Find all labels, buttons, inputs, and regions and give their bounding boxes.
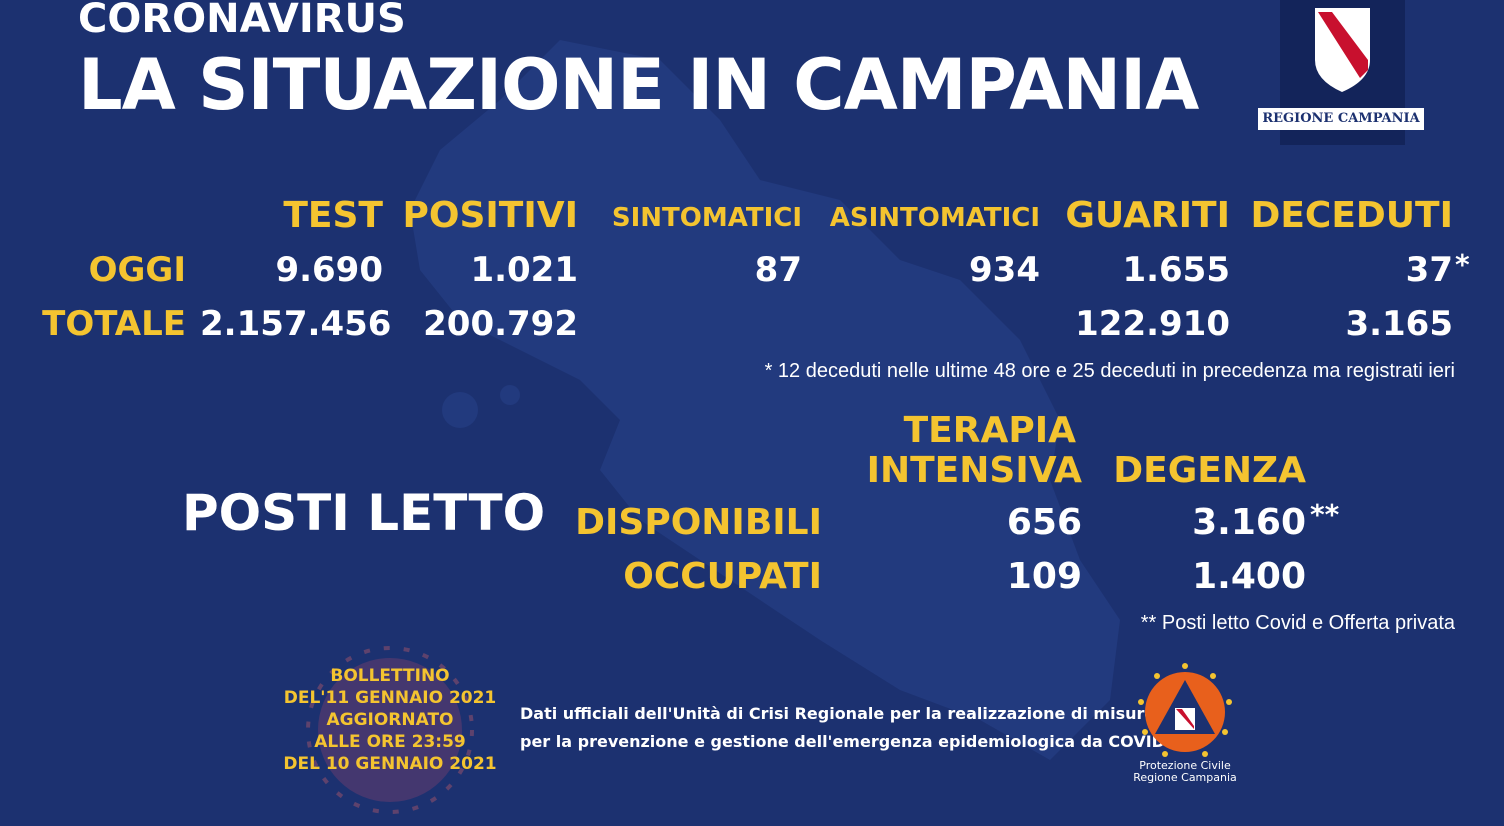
protezione-civile-caption: Protezione Civile Regione Campania — [1110, 760, 1260, 784]
beds-footnote: ** Posti letto Covid e Offerta privata — [1140, 612, 1455, 634]
bulletin-line1: BOLLETTINO — [330, 666, 450, 686]
official-data-note: Dati ufficiali dell'Unità di Crisi Regio… — [520, 700, 1195, 756]
oggi-deceduti: 37 — [1405, 250, 1453, 290]
col-deceduti: DECEDUTI — [1250, 195, 1453, 236]
oggi-test: 9.690 — [275, 250, 383, 290]
virus-icon — [306, 646, 474, 814]
totale-positivi: 200.792 — [423, 304, 578, 344]
disponibili-degenza: 3.160 — [1192, 502, 1306, 543]
logo-caption: REGIONE CAMPANIA — [1258, 108, 1424, 130]
pc-line2: Regione Campania — [1133, 771, 1237, 784]
oggi-positivi: 1.021 — [470, 250, 578, 290]
bulletin-box: BOLLETTINO DEL'11 GENNAIO 2021 AGGIORNAT… — [270, 665, 510, 775]
bulletin-line2: DEL'11 GENNAIO 2021 — [283, 688, 497, 708]
degenza-asterisks: ** — [1310, 498, 1340, 531]
occupati-degenza: 1.400 — [1192, 556, 1306, 597]
col-terapia-line2: INTENSIVA — [866, 450, 1082, 491]
totale-guariti: 122.910 — [1075, 304, 1230, 344]
row-label-disponibili: DISPONIBILI — [575, 502, 822, 543]
page-title: LA SITUAZIONE IN CAMPANIA — [78, 44, 1199, 126]
disponibili-ti: 656 — [1006, 502, 1082, 543]
oggi-asintomatici: 934 — [969, 250, 1040, 290]
totale-deceduti: 3.165 — [1345, 304, 1453, 344]
bulletin-line3: AGGIORNATO — [326, 710, 454, 730]
row-label-occupati: OCCUPATI — [623, 556, 822, 597]
col-terapia-line1: TERAPIA — [903, 410, 1076, 451]
col-positivi: POSITIVI — [402, 195, 578, 236]
col-degenza: DEGENZA — [1113, 450, 1306, 491]
totale-test: 2.157.456 — [200, 304, 392, 344]
col-asintomatici: ASINTOMATICI — [829, 203, 1040, 233]
col-test: TEST — [283, 195, 383, 236]
oggi-sintomatici: 87 — [754, 250, 802, 290]
col-sintomatici: SINTOMATICI — [611, 203, 802, 233]
deceduti-asterisk: * — [1455, 248, 1470, 281]
occupati-ti: 109 — [1006, 556, 1082, 597]
official-line2: per la prevenzione e gestione dell'emerg… — [520, 732, 1195, 751]
pc-line1: Protezione Civile — [1139, 759, 1231, 772]
row-label-totale: TOTALE — [42, 304, 186, 344]
posti-letto-title: POSTI LETTO — [182, 484, 546, 542]
deceduti-footnote: * 12 deceduti nelle ultime 48 ore e 25 d… — [764, 360, 1455, 382]
bulletin-line5: DEL 10 GENNAIO 2021 — [283, 754, 497, 774]
col-guariti: GUARITI — [1065, 195, 1230, 236]
bulletin-line4: ALLE ORE 23:59 — [314, 732, 466, 752]
kicker-text: CORONAVIRUS — [78, 0, 406, 42]
oggi-guariti: 1.655 — [1122, 250, 1230, 290]
protezione-civile-logo — [1138, 663, 1232, 757]
official-line1: Dati ufficiali dell'Unità di Crisi Regio… — [520, 704, 1156, 723]
row-label-oggi: OGGI — [88, 250, 186, 290]
